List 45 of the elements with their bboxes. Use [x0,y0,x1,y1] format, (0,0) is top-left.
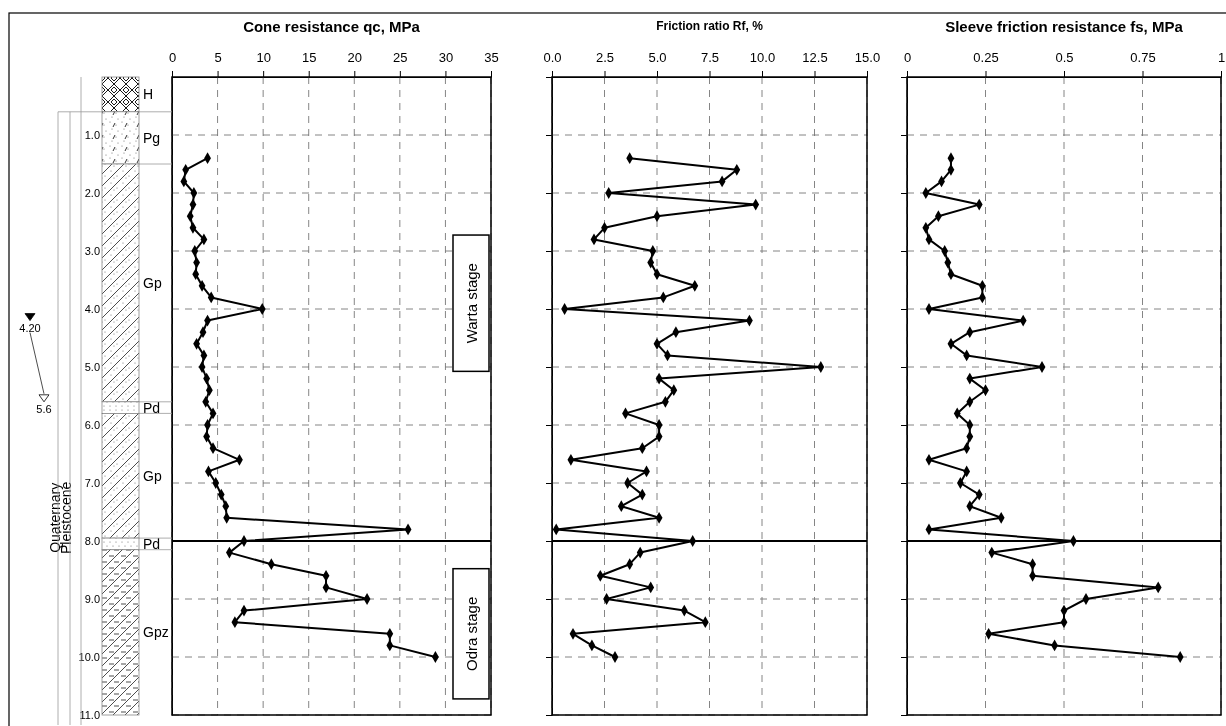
x-tick-label: 35 [484,50,499,65]
x-tick-label: 0.5 [1055,50,1074,65]
annotation: Odra stage [463,596,480,671]
text: Gpz [143,624,169,641]
x-tick-label: 7.5 [700,50,720,65]
chart-title: Cone resistance qc, MPa [243,18,421,35]
x-tick-label: 1 [1217,50,1226,65]
text: H [143,86,154,103]
x-tick-label: 0.75 [1130,50,1156,65]
y-tick-label: 3.0 [84,245,100,258]
x-tick-label: 0.25 [973,50,999,65]
y-tick-label: 5.0 [84,361,100,374]
x-tick-label: 15.0 [854,50,881,65]
y-tick-label: 10.0 [78,651,100,664]
x-tick-label: 2.5 [595,50,615,65]
text: Gp [143,274,162,291]
x-tick-label: 0 [903,50,912,65]
y-tick-label: 1.0 [84,129,100,142]
x-tick-label: 30 [438,50,454,65]
annotation: Warta stage [463,263,480,344]
text: 4.20 [19,321,41,334]
text: 5.6 [36,402,52,415]
text: Pd [143,535,161,552]
y-tick-label: 6.0 [84,419,100,432]
x-tick-label: 12.5 [802,50,828,65]
chart-title: Sleeve friction resistance fs, MPa [945,18,1184,35]
x-tick-label: 5.0 [648,50,667,65]
x-tick-label: 0.0 [543,50,562,65]
y-tick-label: 2.0 [84,187,100,200]
y-tick-label: 11.0 [79,709,100,722]
y-tick-label: 8.0 [84,535,100,548]
x-tick-label: 15 [301,50,317,65]
text: Gp [143,467,162,484]
text: Pg [143,129,161,146]
x-tick-label: 20 [347,50,363,65]
y-tick-label: 4.0 [84,303,100,316]
y-tick-label: 7.0 [84,477,100,490]
x-tick-label: 5 [214,50,222,65]
x-tick-label: 0 [168,50,177,65]
chart-title: Friction ratio Rf, % [656,19,764,33]
x-tick-label: 10 [256,50,271,65]
x-tick-label: 25 [393,50,408,65]
y-tick-label: 9.0 [84,593,100,606]
text: Pd [143,399,161,416]
x-tick-label: 10.0 [749,50,776,65]
